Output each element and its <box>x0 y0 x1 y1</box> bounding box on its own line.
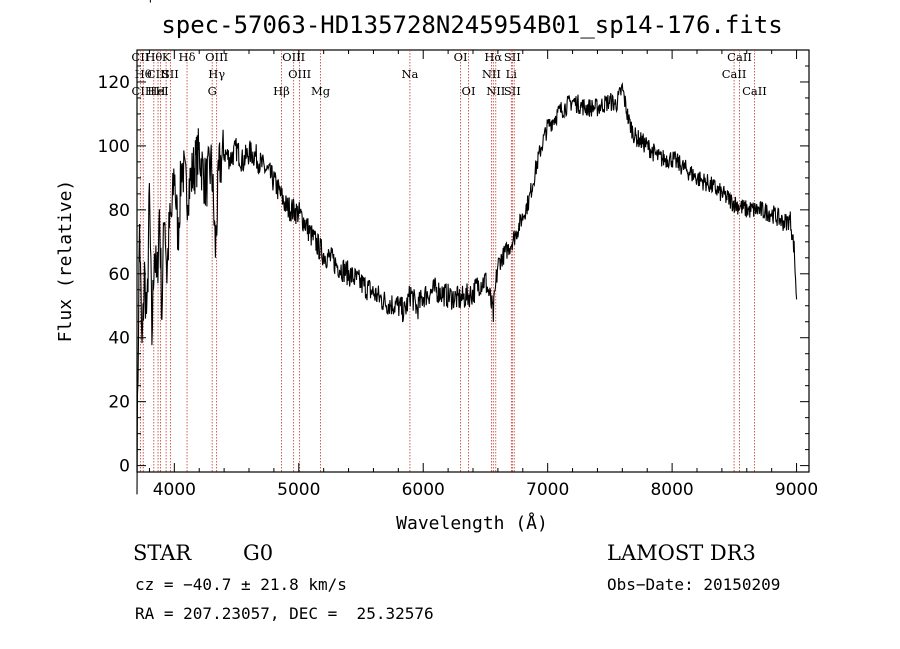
y-axis-label: Flux (relative) <box>55 180 76 343</box>
line-label-c3: Hθ <box>145 50 162 64</box>
plot-frame <box>136 49 810 473</box>
x-axis-label: Wavelength (Å) <box>396 512 548 534</box>
x-tick-label: 6000 <box>402 480 445 500</box>
y-tick-label: 120 <box>98 73 130 93</box>
survey-name: LAMOST DR3 <box>607 541 756 565</box>
line-label-c21: Li <box>506 67 518 81</box>
line-label-c18: NII <box>482 67 501 81</box>
y-tick-label: 0 <box>119 457 130 477</box>
y-axis: 0 20 40 60 80 100 120 <box>98 65 809 477</box>
y-tick-label: 80 <box>108 201 130 221</box>
line-label-c7: SII <box>162 67 179 81</box>
object-class: STAR <box>133 541 192 565</box>
plot-area: CIIHθCIHHηHθCIIIHeIHKSIIHδGOIIIHγHβOIIIO… <box>98 0 819 500</box>
line-label-c13: OIII <box>288 67 311 81</box>
line-label-c22: SII <box>504 84 521 98</box>
line-label-c5: H <box>156 84 166 98</box>
line-label-c15: Na <box>401 67 418 81</box>
line-label-c12: OIII <box>282 50 305 64</box>
line-label-c17: OI <box>462 84 476 98</box>
line-label-c26: CaII <box>742 84 767 98</box>
x-tick-label: 9000 <box>775 480 818 500</box>
line-label-c2: Hη <box>135 0 152 3</box>
y-tick-label: 100 <box>98 137 130 157</box>
line-label-c1: CII <box>131 50 149 64</box>
y-tick-label: 40 <box>108 329 130 349</box>
line-label-c8: Hδ <box>179 50 196 64</box>
chart-title: spec-57063-HD135728N245954B01_sp14-176.f… <box>161 11 782 39</box>
line-label-c6: K <box>162 50 171 64</box>
line-label-c20: NII <box>486 84 505 98</box>
line-label-c11: Hβ <box>273 84 290 98</box>
line-label-c16: OI <box>454 50 468 64</box>
line-label-c2: Hθ <box>135 67 152 81</box>
x-tick-label: 8000 <box>650 480 693 500</box>
line-label-c24: CaII <box>722 67 747 81</box>
x-tick-label: 4000 <box>153 480 196 500</box>
spectral-line-labels: CIIHθCIHHηHθCIIIHeIHKSIIHδGOIIIHγHβOIIIO… <box>131 0 766 98</box>
line-label-c10: Hγ <box>208 67 225 81</box>
x-tick-label: 5000 <box>277 480 320 500</box>
coordinates: RA = 207.23057, DEC = 25.32576 <box>135 604 434 623</box>
line-label-c2: CIH <box>132 84 155 98</box>
line-label-c19: Hα <box>484 50 502 64</box>
obs-date: Obs−Date: 20150209 <box>607 575 781 594</box>
x-axis: 4000 5000 6000 7000 8000 9000 <box>148 50 818 500</box>
x-tick-label: 7000 <box>526 480 569 500</box>
line-label-c25: CaII <box>727 50 752 64</box>
line-label-c22: SII <box>504 50 521 64</box>
subclass: G0 <box>243 541 274 565</box>
line-label-c9: G <box>208 84 217 98</box>
line-label-c4: CIII <box>147 67 169 81</box>
y-tick-label: 20 <box>108 393 130 413</box>
line-label-c10: OIII <box>205 50 228 64</box>
cz-value: cz = −40.7 ± 21.8 km/s <box>135 575 347 594</box>
spectrum-line <box>136 81 798 495</box>
line-label-c14: Mg <box>311 84 331 98</box>
line-label-c4: HeI <box>147 84 168 98</box>
spectral-line-markers <box>139 50 755 472</box>
y-tick-label: 60 <box>108 265 130 285</box>
